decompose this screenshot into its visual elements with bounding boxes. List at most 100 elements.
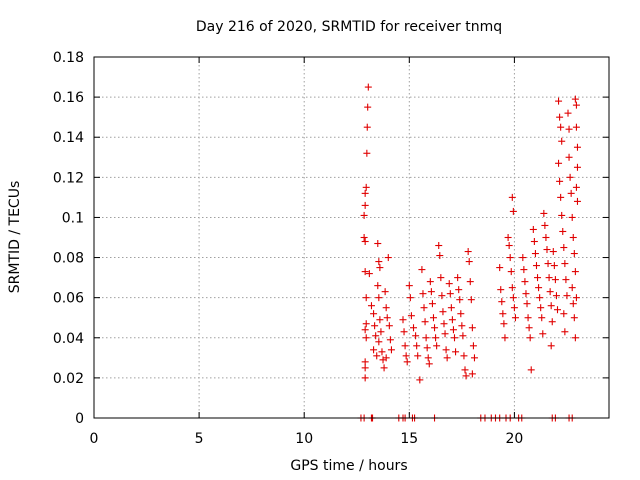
data-point — [410, 324, 418, 332]
data-point — [360, 211, 368, 219]
data-point — [571, 95, 579, 103]
data-point — [469, 342, 477, 350]
data-point — [360, 234, 368, 241]
x-tick-label: 0 — [90, 431, 99, 447]
y-tick-label: 0.08 — [53, 251, 84, 267]
data-point — [543, 246, 551, 254]
data-point — [506, 254, 514, 262]
data-point — [504, 234, 512, 241]
data-point — [557, 193, 565, 201]
data-point — [562, 276, 570, 284]
data-point — [573, 163, 581, 171]
data-point — [564, 109, 572, 117]
data-point — [508, 284, 516, 292]
data-point — [452, 348, 460, 356]
data-point — [370, 346, 378, 354]
data-point — [416, 376, 424, 384]
data-point — [569, 300, 577, 308]
grid-lines — [93, 56, 609, 419]
data-point — [401, 342, 409, 350]
data-point — [558, 137, 566, 145]
data-point — [381, 288, 389, 296]
data-point — [556, 113, 564, 121]
data-point — [508, 193, 516, 201]
data-point — [447, 304, 455, 312]
data-point — [559, 227, 567, 235]
data-point — [440, 320, 448, 328]
data-point — [427, 288, 435, 296]
data-point — [386, 336, 394, 344]
data-point — [498, 298, 506, 306]
data-point — [376, 316, 384, 324]
data-point — [422, 334, 430, 342]
data-point — [362, 320, 370, 328]
data-point — [509, 294, 517, 302]
data-point — [435, 242, 443, 250]
data-point — [552, 292, 560, 300]
data-point — [383, 314, 391, 322]
data-point — [509, 207, 517, 215]
data-point — [538, 314, 546, 322]
data-point — [407, 312, 415, 320]
data-point — [573, 197, 581, 205]
data-point — [448, 316, 456, 324]
data-point — [566, 173, 574, 181]
data-point — [461, 366, 469, 374]
data-point — [467, 296, 475, 304]
data-point — [361, 326, 369, 334]
data-point — [466, 278, 474, 286]
data-point — [439, 308, 447, 316]
data-point — [568, 213, 576, 221]
data-point — [557, 123, 565, 131]
data-point — [550, 262, 558, 270]
data-point — [457, 310, 465, 318]
data-point — [372, 332, 380, 340]
data-point — [541, 221, 549, 229]
data-point — [375, 338, 383, 346]
data-point — [505, 242, 513, 250]
data-point — [561, 328, 569, 336]
data-point — [403, 358, 411, 366]
data-point — [361, 374, 369, 382]
data-point — [412, 332, 420, 340]
data-point — [507, 268, 515, 276]
x-tick-label: 10 — [295, 431, 313, 447]
data-point — [438, 292, 446, 300]
data-point — [571, 268, 579, 276]
data-point — [374, 240, 382, 248]
data-point — [523, 300, 531, 308]
data-point — [529, 225, 537, 233]
data-point — [565, 125, 573, 133]
data-point — [536, 294, 544, 302]
data-point — [570, 314, 578, 322]
y-tick-label: 0 — [75, 411, 84, 427]
data-point — [371, 322, 379, 330]
data-point — [545, 274, 553, 282]
data-point — [540, 209, 548, 217]
y-tick-label: 0.16 — [53, 90, 84, 106]
data-point — [554, 306, 561, 314]
data-point — [544, 260, 552, 268]
data-point — [399, 316, 407, 324]
data-point — [414, 352, 422, 360]
data-point — [521, 278, 529, 286]
data-point — [382, 354, 390, 362]
data-point — [361, 238, 369, 246]
data-point — [431, 324, 439, 332]
data-point — [497, 286, 505, 294]
data-point — [465, 258, 473, 266]
data-point — [375, 294, 383, 302]
data-point — [549, 248, 557, 256]
data-point — [572, 101, 580, 109]
data-point — [367, 302, 375, 310]
data-point — [573, 143, 581, 151]
data-point — [527, 366, 535, 374]
y-tick-label: 0.04 — [53, 331, 84, 347]
data-point — [384, 254, 392, 262]
data-point — [558, 211, 566, 219]
data-point — [464, 248, 472, 256]
data-point — [548, 318, 556, 326]
data-point — [374, 282, 382, 290]
data-point — [501, 334, 509, 342]
y-tick-label: 0.02 — [53, 371, 84, 387]
